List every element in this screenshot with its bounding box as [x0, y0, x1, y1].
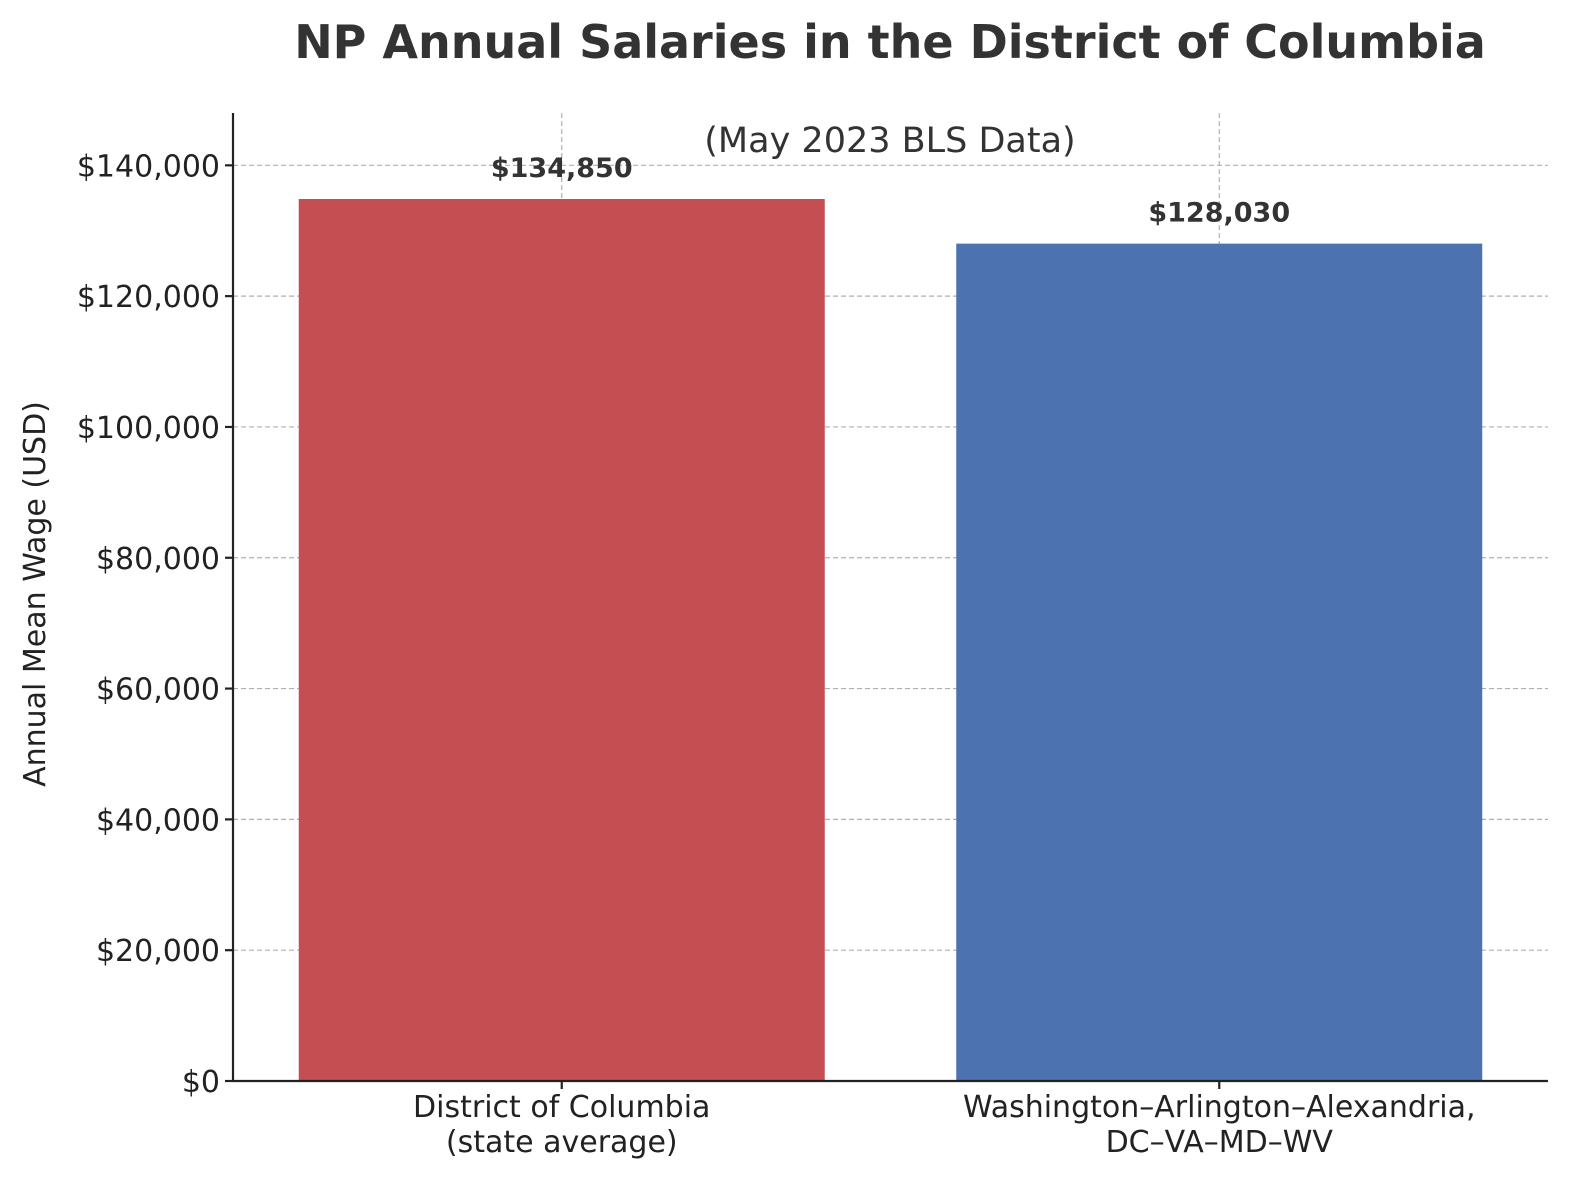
y-tick-label-1: $20,000: [96, 934, 220, 969]
x-axis-category-labels: District of Columbia(state average) Washi…: [413, 1081, 1476, 1160]
x-category-label-1-1: DC–VA–MD–WV: [1106, 1125, 1334, 1160]
y-tick-label-7: $140,000: [77, 149, 220, 184]
data-labels: $134,850 $128,030: [491, 153, 1290, 229]
y-tick-label-2: $40,000: [96, 803, 220, 838]
chart-title: NP Annual Salaries in the District of Co…: [294, 15, 1486, 69]
y-tick-label-4: $80,000: [96, 542, 220, 577]
axes-spines: [231, 113, 1548, 1083]
x-category-label-1-0: Washington–Arlington–Alexandria,: [963, 1090, 1476, 1125]
y-axis-label: Annual Mean Wage (USD): [18, 401, 53, 787]
chart-subtitle: (May 2023 BLS Data): [704, 121, 1075, 161]
y-axis-ticks: $0 $20,000 $40,000 $60,000 $80,000 $100,000 $1…: [77, 149, 233, 1100]
bar-0: [298, 199, 825, 1081]
y-tick-label-6: $120,000: [77, 280, 220, 315]
x-category-label-0-1: (state average): [446, 1125, 678, 1160]
data-label-0: $134,850: [491, 153, 633, 184]
data-label-1: $128,030: [1148, 198, 1290, 229]
y-tick-label-0: $0: [182, 1065, 220, 1100]
x-category-label-0-0: District of Columbia: [413, 1090, 710, 1125]
y-tick-label-3: $60,000: [96, 673, 220, 708]
bar-1: [956, 243, 1483, 1081]
bars: [298, 199, 1483, 1081]
y-tick-label-5: $100,000: [77, 411, 220, 446]
